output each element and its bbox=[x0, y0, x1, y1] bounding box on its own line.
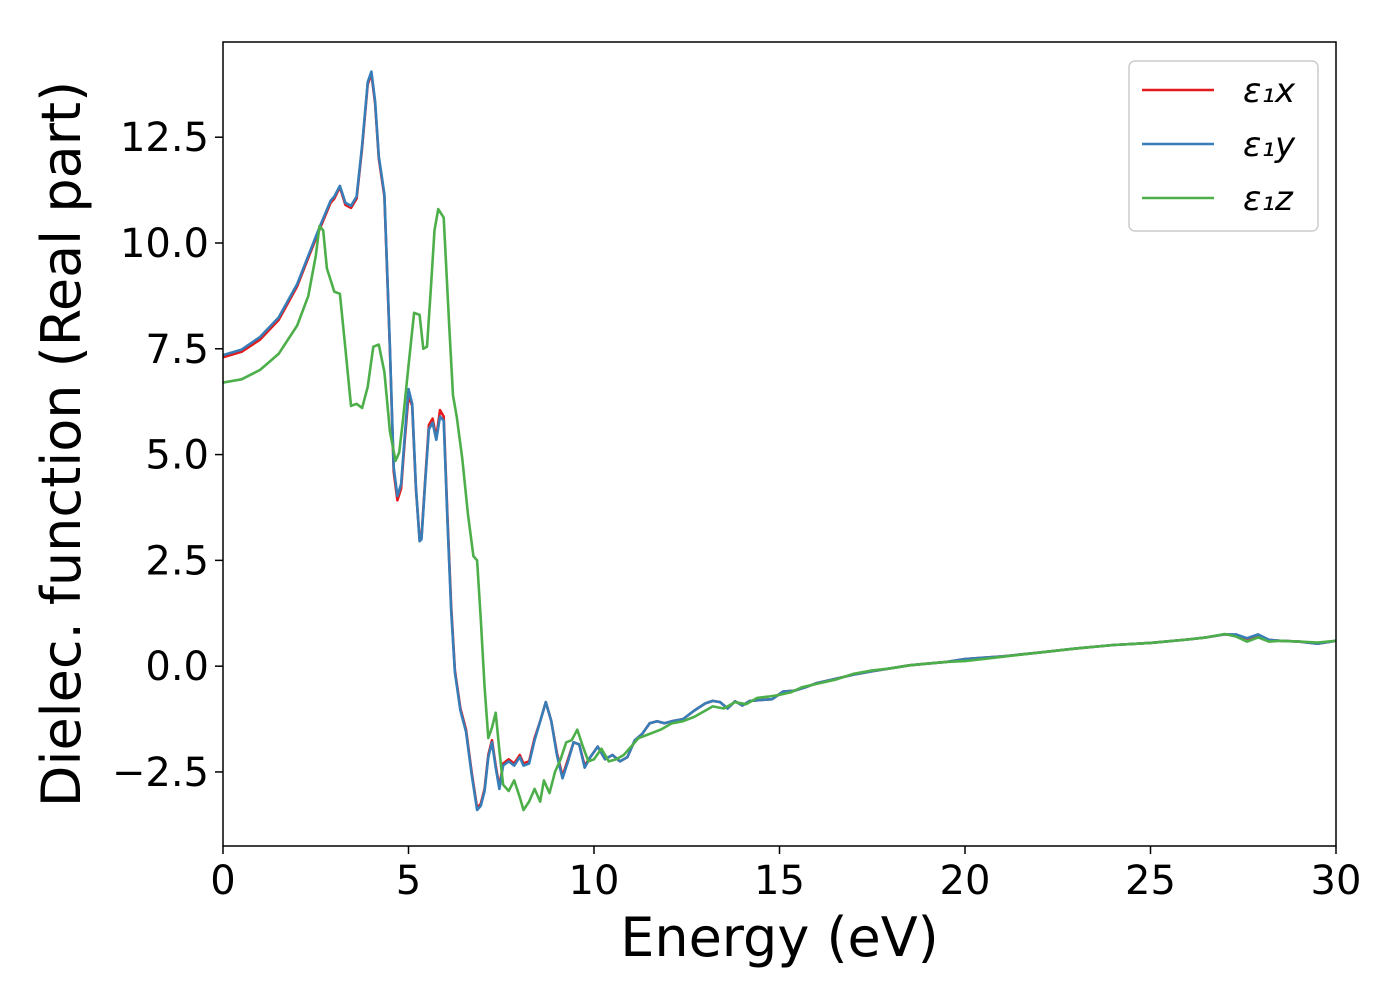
y-tick-label: 5.0 bbox=[145, 433, 209, 479]
legend-box bbox=[1128, 60, 1319, 232]
y-axis: −2.5 0.0 2.5 5.0 7.5 10.0 12.5 bbox=[112, 115, 223, 796]
x-axis-title: Energy (eV) bbox=[620, 906, 939, 969]
legend-label-2: ε₁y bbox=[1243, 125, 1296, 165]
y-tick-label: 12.5 bbox=[120, 115, 209, 161]
y-tick-label: 2.5 bbox=[145, 538, 209, 584]
x-tick-label: 20 bbox=[940, 858, 991, 904]
x-tick-label: 25 bbox=[1125, 858, 1176, 904]
x-tick-label: 5 bbox=[396, 858, 421, 904]
y-tick-label: 0.0 bbox=[145, 644, 209, 690]
legend-label-3: ε₁z bbox=[1243, 179, 1294, 219]
y-tick-label: −2.5 bbox=[112, 750, 209, 796]
series-line-3 bbox=[223, 207, 1336, 812]
y-tick-label: 7.5 bbox=[145, 327, 209, 373]
x-tick-label: 15 bbox=[754, 858, 805, 904]
x-tick-label: 30 bbox=[1311, 858, 1362, 904]
x-tick-label: 0 bbox=[210, 858, 235, 904]
y-tick-label: 10.0 bbox=[120, 221, 209, 267]
x-axis: 0 5 10 15 20 25 30 bbox=[210, 846, 1361, 904]
legend-label-1: ε₁x bbox=[1243, 71, 1296, 111]
series-layer bbox=[223, 70, 1336, 812]
y-axis-title: Dielec. function (Real part) bbox=[30, 81, 93, 807]
x-tick-label: 10 bbox=[569, 858, 620, 904]
legend: ε₁x ε₁y ε₁z bbox=[1128, 60, 1319, 232]
